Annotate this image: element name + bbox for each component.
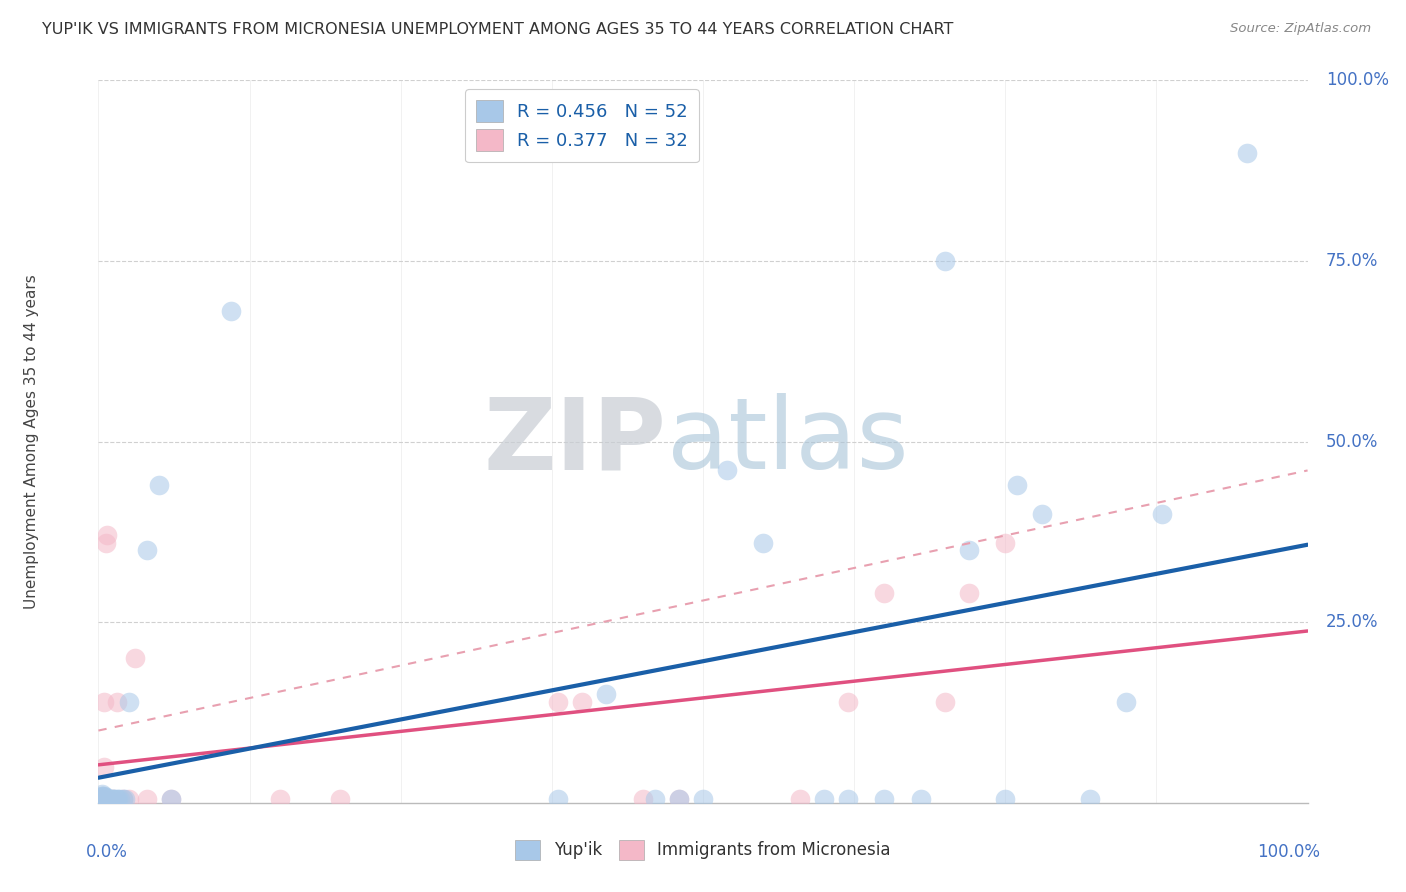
Point bbox=[160, 792, 183, 806]
Point bbox=[595, 687, 617, 701]
Point bbox=[91, 792, 114, 806]
Point bbox=[547, 792, 569, 806]
Point bbox=[107, 792, 129, 806]
Point bbox=[910, 792, 932, 806]
Text: YUP'IK VS IMMIGRANTS FROM MICRONESIA UNEMPLOYMENT AMONG AGES 35 TO 44 YEARS CORR: YUP'IK VS IMMIGRANTS FROM MICRONESIA UNE… bbox=[42, 22, 953, 37]
Point bbox=[1031, 507, 1053, 521]
Point bbox=[124, 651, 146, 665]
Point bbox=[103, 792, 125, 806]
Point bbox=[105, 792, 128, 806]
Point bbox=[114, 792, 136, 806]
Point bbox=[91, 789, 114, 804]
Point bbox=[837, 695, 859, 709]
Point bbox=[91, 792, 114, 806]
Point bbox=[873, 586, 896, 600]
Point bbox=[789, 792, 811, 806]
Point bbox=[135, 792, 157, 806]
Point bbox=[94, 790, 117, 805]
Point bbox=[96, 528, 118, 542]
Point bbox=[957, 586, 980, 600]
Point bbox=[105, 695, 128, 709]
Point bbox=[91, 789, 114, 803]
Point bbox=[571, 695, 593, 709]
Point bbox=[91, 792, 114, 806]
Point bbox=[631, 792, 654, 806]
Point bbox=[101, 792, 124, 806]
Text: 25.0%: 25.0% bbox=[1326, 613, 1378, 632]
Point bbox=[91, 792, 114, 806]
Text: 50.0%: 50.0% bbox=[1326, 433, 1378, 450]
Text: Source: ZipAtlas.com: Source: ZipAtlas.com bbox=[1230, 22, 1371, 36]
Point bbox=[101, 792, 124, 806]
Point bbox=[91, 787, 114, 801]
Point bbox=[96, 792, 118, 806]
Point bbox=[91, 792, 114, 806]
Point bbox=[94, 792, 117, 806]
Point bbox=[1115, 695, 1137, 709]
Point bbox=[1236, 145, 1258, 160]
Point bbox=[91, 792, 114, 806]
Point bbox=[91, 792, 114, 806]
Point bbox=[91, 792, 114, 806]
Point bbox=[813, 792, 835, 806]
Legend: Yup'ik, Immigrants from Micronesia: Yup'ik, Immigrants from Micronesia bbox=[509, 833, 897, 867]
Point bbox=[103, 792, 125, 806]
Point bbox=[644, 792, 666, 806]
Point bbox=[547, 695, 569, 709]
Point bbox=[716, 463, 738, 477]
Point bbox=[91, 791, 114, 805]
Point bbox=[934, 695, 956, 709]
Point bbox=[1078, 792, 1101, 806]
Text: 100.0%: 100.0% bbox=[1257, 843, 1320, 861]
Point bbox=[837, 792, 859, 806]
Point bbox=[752, 535, 775, 549]
Point bbox=[118, 695, 141, 709]
Point bbox=[1152, 507, 1174, 521]
Point bbox=[934, 253, 956, 268]
Point bbox=[93, 695, 115, 709]
Point bbox=[97, 792, 120, 806]
Point bbox=[1007, 478, 1029, 492]
Point bbox=[118, 792, 141, 806]
Point bbox=[873, 792, 896, 806]
Point bbox=[111, 792, 134, 806]
Point bbox=[160, 792, 183, 806]
Text: Unemployment Among Ages 35 to 44 years: Unemployment Among Ages 35 to 44 years bbox=[24, 274, 39, 609]
Point bbox=[108, 792, 131, 806]
Point bbox=[994, 792, 1017, 806]
Point bbox=[221, 304, 243, 318]
Point bbox=[111, 792, 134, 806]
Point bbox=[957, 542, 980, 557]
Point bbox=[91, 792, 114, 806]
Point bbox=[692, 792, 714, 806]
Point bbox=[100, 792, 122, 806]
Point bbox=[91, 790, 114, 805]
Point bbox=[93, 789, 115, 803]
Point bbox=[97, 792, 120, 806]
Text: atlas: atlas bbox=[666, 393, 908, 490]
Point bbox=[94, 535, 117, 549]
Point bbox=[93, 760, 115, 774]
Point bbox=[668, 792, 690, 806]
Point bbox=[269, 792, 291, 806]
Point bbox=[329, 792, 352, 806]
Text: 75.0%: 75.0% bbox=[1326, 252, 1378, 270]
Point bbox=[668, 792, 690, 806]
Text: ZIP: ZIP bbox=[484, 393, 666, 490]
Point bbox=[994, 535, 1017, 549]
Point bbox=[148, 478, 170, 492]
Point bbox=[91, 792, 114, 806]
Point bbox=[135, 542, 157, 557]
Point bbox=[91, 792, 114, 806]
Point bbox=[93, 790, 115, 805]
Text: 0.0%: 0.0% bbox=[86, 843, 128, 861]
Point bbox=[91, 790, 114, 805]
Point bbox=[93, 792, 115, 806]
Text: 100.0%: 100.0% bbox=[1326, 71, 1389, 89]
Point bbox=[97, 792, 120, 806]
Point bbox=[91, 792, 114, 806]
